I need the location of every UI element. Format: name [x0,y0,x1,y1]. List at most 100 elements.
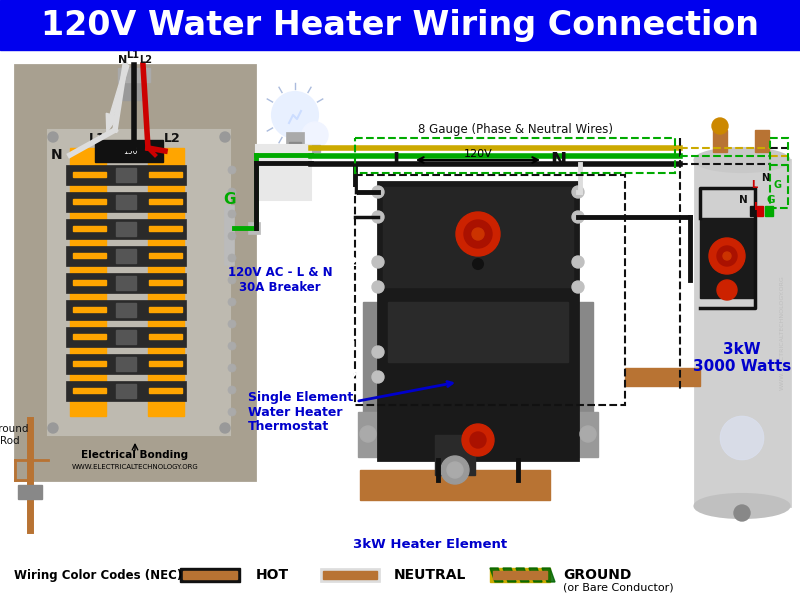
Circle shape [48,132,58,142]
Text: L2: L2 [139,55,153,65]
Text: N: N [550,151,566,169]
Text: L1: L1 [89,131,106,145]
Circle shape [734,505,750,521]
Text: Single Element
Water Heater
Thermostat: Single Element Water Heater Thermostat [248,382,452,433]
Bar [18,485,42,499]
Bar [73,253,106,258]
Bar [48,130,230,435]
Text: T2: T2 [342,370,358,383]
Bar [66,381,186,401]
Bar [180,568,240,582]
Text: N: N [118,55,128,65]
Bar [149,172,182,177]
Polygon shape [503,568,516,582]
Text: WWW.ELECTRICALTECHNOLOGY.ORG: WWW.ELECTRICALTECHNOLOGY.ORG [72,464,198,470]
Bar [750,206,756,216]
Bar [66,192,186,212]
Circle shape [372,211,384,223]
Bar [116,222,136,236]
Ellipse shape [694,494,790,518]
Bar [289,142,301,148]
Circle shape [228,188,236,196]
Bar [320,568,380,582]
Bar [73,226,106,231]
Circle shape [572,281,584,293]
Bar [118,68,150,82]
Text: G: G [224,193,236,208]
Bar [388,302,568,362]
Bar [73,199,106,204]
Text: GROUND: GROUND [563,568,631,582]
Bar [378,182,578,460]
Text: (or Bare Conductor): (or Bare Conductor) [563,583,674,593]
Bar [358,412,598,457]
Text: 150: 150 [122,146,138,155]
Bar [116,168,136,182]
Circle shape [372,186,384,198]
Bar [149,307,182,312]
Bar [0,0,800,50]
Bar [755,130,769,152]
Bar [73,361,106,366]
Text: L: L [392,151,404,169]
Circle shape [712,118,728,134]
Bar [149,334,182,339]
Text: 3kW Heater Element: 3kW Heater Element [353,539,507,551]
Bar [355,175,625,405]
Bar [149,226,182,231]
Bar [770,138,788,208]
Circle shape [717,280,737,300]
Circle shape [441,456,469,484]
Circle shape [228,210,236,218]
Text: L: L [754,202,760,212]
Circle shape [472,228,484,240]
Text: L2: L2 [164,131,180,145]
Bar [73,307,106,312]
Circle shape [456,212,500,256]
Text: 3kW
3000 Watts: 3kW 3000 Watts [693,342,791,374]
Text: Electrical Bonding: Electrical Bonding [82,450,189,460]
Text: N: N [738,195,747,205]
Bar [355,138,675,173]
Circle shape [228,408,236,416]
Bar [700,218,755,298]
Bar [122,78,146,100]
Text: N: N [761,173,769,183]
Bar [625,368,700,386]
Circle shape [228,320,236,328]
Circle shape [473,259,483,269]
Bar [73,388,106,393]
Bar [66,165,186,185]
Text: NEUTRAL: NEUTRAL [394,568,466,582]
Circle shape [228,364,236,372]
Text: L1: L1 [126,50,139,60]
Text: 120V Water Heater Wiring Connection: 120V Water Heater Wiring Connection [41,8,759,41]
Bar [116,249,136,263]
Bar [66,246,186,266]
Bar [757,206,763,216]
Text: L3: L3 [598,185,614,199]
Text: WWW.ELECTRICALTECHNOLOGY.ORG: WWW.ELECTRICALTECHNOLOGY.ORG [779,275,785,391]
Circle shape [228,276,236,284]
Circle shape [572,256,584,268]
Circle shape [572,186,584,198]
Circle shape [220,423,230,433]
Circle shape [302,122,328,148]
Circle shape [228,298,236,306]
Circle shape [228,342,236,350]
Polygon shape [516,568,529,582]
Text: HOT: HOT [256,568,289,582]
Text: 120V: 120V [464,149,492,159]
Text: Ground
Rod: Ground Rod [0,424,30,446]
Bar [248,222,260,234]
Bar [149,361,182,366]
Text: G: G [774,180,782,190]
Bar [149,253,182,258]
Circle shape [372,371,384,383]
Circle shape [709,238,745,274]
Text: G: G [766,195,775,205]
Bar [183,571,237,579]
Bar [66,219,186,239]
Circle shape [372,281,384,293]
Bar [116,330,136,344]
